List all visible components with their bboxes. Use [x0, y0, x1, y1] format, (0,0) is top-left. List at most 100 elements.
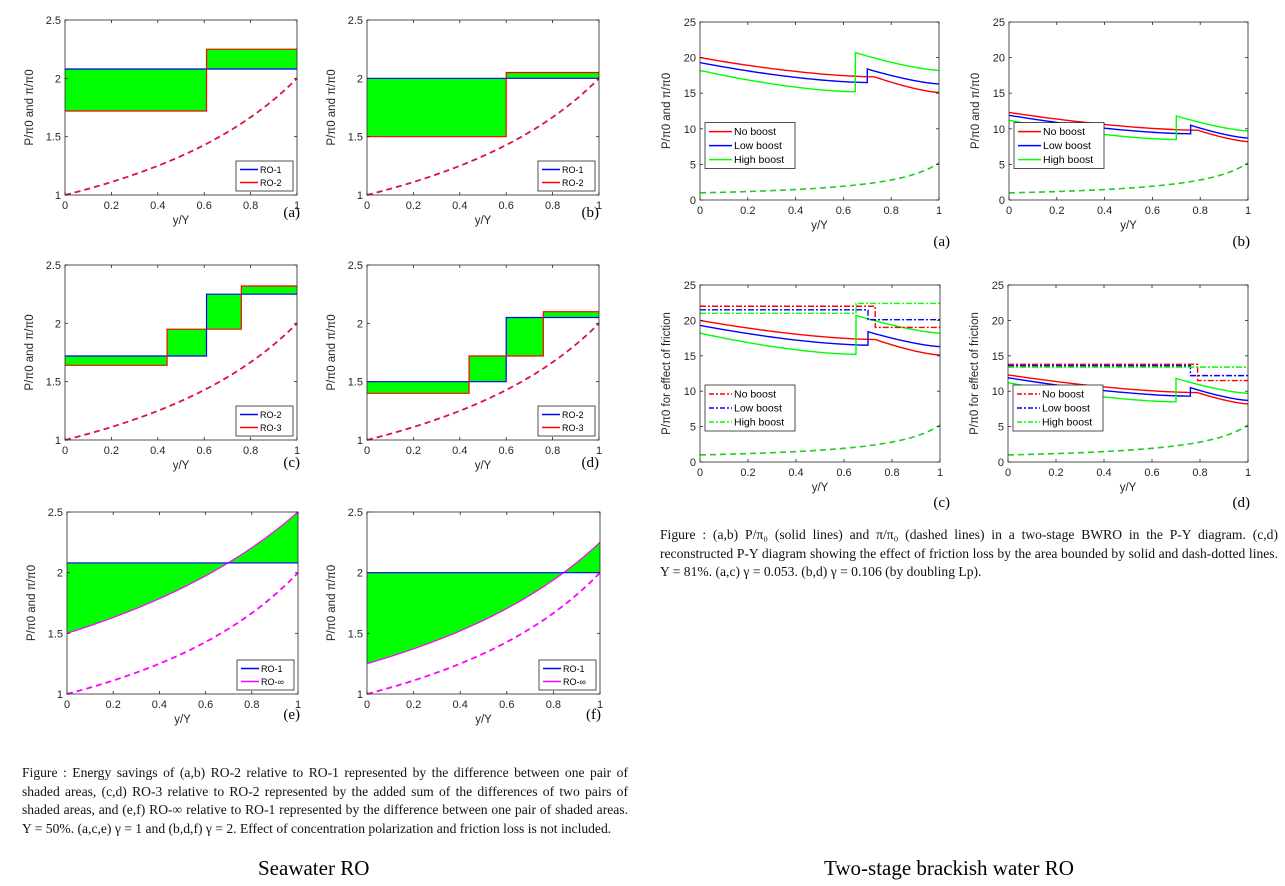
series-line-low-boost [699, 324, 941, 348]
x-tick-label: 0.8 [545, 200, 560, 212]
axes-frame [1008, 21, 1249, 201]
shaded-area [367, 381, 470, 394]
x-axis-label: y/Y [811, 220, 828, 232]
y-axis-label: P/π0 for effect of friction [969, 312, 981, 435]
y-axis-label: P/π0 and π/π0 [326, 565, 338, 641]
x-axis-label: y/Y [1120, 482, 1137, 494]
x-tick-label: 0.4 [152, 699, 167, 711]
x-tick-label: 0.4 [453, 699, 468, 711]
series-dashdot-no-boost-friction- [1008, 363, 1248, 382]
osmotic-pressure-curve [66, 572, 299, 695]
x-tick-label: 0.4 [788, 205, 803, 217]
panel-label: (a) [933, 234, 950, 250]
chart-svg: 0 0.2 0.4 0.6 0.8 1 1 1.5 2 2.5 y/Y P/π0 and π/π0 (f… [326, 507, 603, 726]
y-axis-label: P/π0 and π/π0 [326, 69, 338, 145]
legend-label: RO-1 [563, 664, 585, 674]
chart-bw-d: 0 0.2 0.4 0.6 0.8 1 0 5 10 15 20 25 y/Y P/π0 for effe… [960, 255, 1285, 515]
chart-bw-a: 0 0.2 0.4 0.6 0.8 1 0 5 10 15 20 25 y/Y P/π0 and π/π0… [650, 0, 970, 250]
y-tick-label: 2.5 [46, 15, 61, 27]
shaded-area [167, 329, 207, 356]
legend-label: High boost [734, 154, 784, 166]
x-tick-label: 1 [294, 200, 300, 212]
legend-label: No boost [734, 389, 776, 401]
y-tick-label: 25 [992, 280, 1004, 292]
x-axis-label: y/Y [475, 460, 492, 472]
x-tick-label: 0.4 [452, 445, 467, 457]
shaded-area [367, 542, 600, 664]
legend-label: RO-3 [562, 423, 584, 433]
y-tick-label: 2.5 [46, 260, 61, 272]
x-tick-label: 0.2 [1049, 205, 1064, 217]
x-tick-label: 0.8 [884, 467, 899, 479]
series-dashdot-no-boost-friction- [700, 305, 940, 329]
y-tick-label: 10 [684, 124, 696, 136]
x-tick-label: 0.6 [1145, 205, 1160, 217]
x-tick-label: 0.2 [406, 699, 421, 711]
x-tick-label: 1 [1245, 205, 1251, 217]
y-tick-label: 15 [992, 351, 1004, 363]
legend-label: RO-2 [562, 410, 584, 420]
x-tick-label: 0.8 [545, 445, 560, 457]
caption-seawater: Figure : Energy savings of (a,b) RO-2 re… [22, 765, 628, 836]
panel-label: (d) [582, 455, 600, 471]
x-axis-label: y/Y [174, 714, 191, 726]
x-tick-label: 0.2 [104, 200, 119, 212]
x-tick-label: 0.4 [150, 445, 165, 457]
osmotic-pressure-curve [699, 424, 941, 456]
shaded-area [506, 317, 544, 356]
legend-label: High boost [1042, 417, 1092, 429]
x-tick-label: 0.2 [406, 445, 421, 457]
x-tick-label: 1 [294, 445, 300, 457]
series-line-ro-3 [65, 285, 297, 366]
panel-label: (a) [283, 205, 300, 221]
legend-label: RO-1 [260, 165, 282, 175]
chart-sw-e: 0 0.2 0.4 0.6 0.8 1 1 1.5 2 2.5 y/Y P/π0 and π/π0 (e… [0, 492, 320, 727]
axes-frame [366, 19, 600, 196]
y-tick-label: 1.5 [46, 377, 61, 389]
x-tick-label: 0.2 [740, 205, 755, 217]
y-tick-label: 5 [690, 159, 696, 171]
panel-label: (d) [1233, 495, 1251, 511]
y-tick-label: 1 [357, 689, 363, 701]
legend-label: Low boost [1042, 403, 1090, 415]
x-tick-label: 0.4 [788, 467, 803, 479]
y-tick-label: 1.5 [348, 132, 363, 144]
x-tick-label: 0 [364, 445, 370, 457]
shaded-area [206, 294, 242, 330]
x-axis-label: y/Y [173, 460, 190, 472]
y-tick-label: 20 [684, 315, 696, 327]
x-tick-label: 0.8 [1193, 205, 1208, 217]
y-tick-label: 1.5 [46, 132, 61, 144]
legend-box [538, 659, 597, 691]
x-tick-label: 0.8 [243, 445, 258, 457]
shaded-area [543, 311, 599, 318]
x-tick-label: 0 [1006, 205, 1012, 217]
x-tick-label: 0.8 [546, 699, 561, 711]
x-tick-label: 1 [597, 699, 603, 711]
plot-area [1008, 285, 1248, 462]
x-tick-label: 1 [1245, 467, 1251, 479]
osmotic-pressure-curve [366, 572, 601, 695]
series-line-ro-inf [366, 541, 601, 665]
legend-box [537, 405, 596, 437]
legend-label: RO-1 [562, 165, 584, 175]
panel-label: (e) [283, 707, 300, 723]
y-tick-label: 1 [57, 689, 63, 701]
series-line-high-boost [699, 314, 941, 356]
y-axis-label: P/π0 and π/π0 [26, 565, 38, 641]
x-tick-label: 1 [596, 445, 602, 457]
legend-label: No boost [734, 126, 776, 138]
y-tick-label: 5 [998, 422, 1004, 434]
legend-label: RO-2 [260, 178, 282, 188]
y-tick-label: 15 [993, 88, 1005, 100]
y-tick-label: 2 [357, 568, 363, 580]
series-dashdot-low-boost-friction- [700, 309, 940, 321]
x-tick-label: 0 [697, 467, 703, 479]
legend-label: High boost [734, 417, 784, 429]
y-tick-label: 2 [357, 73, 363, 85]
series-dashdot-high-boost-friction- [700, 302, 940, 315]
y-tick-label: 2.5 [348, 260, 363, 272]
